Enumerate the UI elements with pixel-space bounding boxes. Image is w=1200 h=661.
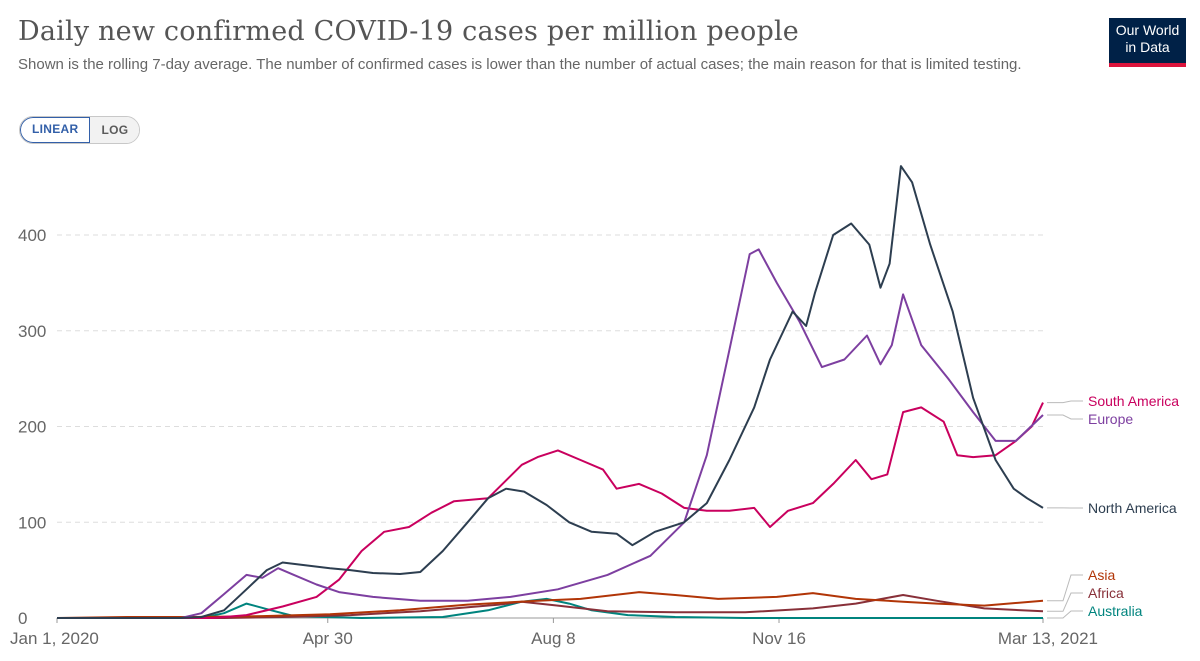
scale-toggle: LINEAR LOG [19,116,141,144]
series-line-south-america [57,402,1044,619]
series-connector [1047,400,1083,404]
series-label: North America [1088,500,1177,516]
series-label: South America [1088,393,1179,409]
series-label: Africa [1088,585,1124,601]
logo-stripe [1109,63,1186,67]
logo-line-2: in Data [1125,39,1170,55]
x-tick-label: Jan 1, 2020 [10,629,99,648]
y-tick-label: 0 [18,609,27,628]
series-line-asia [56,591,1044,619]
series-line-africa [57,594,1044,619]
y-tick-label: 400 [18,226,46,245]
series-line-australia [57,597,1043,619]
series-label: Asia [1088,567,1115,583]
series-connector [1047,414,1083,420]
y-tick-label: 100 [18,513,46,532]
logo-line-1: Our World [1115,22,1180,38]
series-label: Europe [1088,411,1133,427]
series-label: Australia [1088,603,1143,619]
owid-logo[interactable]: Our World in Data [1109,18,1186,67]
linear-scale-button[interactable]: LINEAR [20,117,91,143]
series-connector [1047,574,1083,602]
chart-title: Daily new confirmed COVID-19 cases per m… [18,16,799,47]
series-line-europe [57,248,1044,619]
chart-subtitle: Shown is the rolling 7-day average. The … [18,56,1022,73]
y-tick-label: 300 [18,322,46,341]
x-tick-label: Apr 30 [303,629,353,648]
series-connector [1047,610,1083,619]
series-connector [1047,592,1083,612]
log-scale-button[interactable]: LOG [90,117,140,143]
x-tick-label: Nov 16 [752,629,806,648]
x-tick-label: Aug 8 [531,629,575,648]
series-line-north-america [57,165,1044,619]
y-tick-label: 200 [18,418,46,437]
x-tick-label: Mar 13, 2021 [998,629,1098,648]
